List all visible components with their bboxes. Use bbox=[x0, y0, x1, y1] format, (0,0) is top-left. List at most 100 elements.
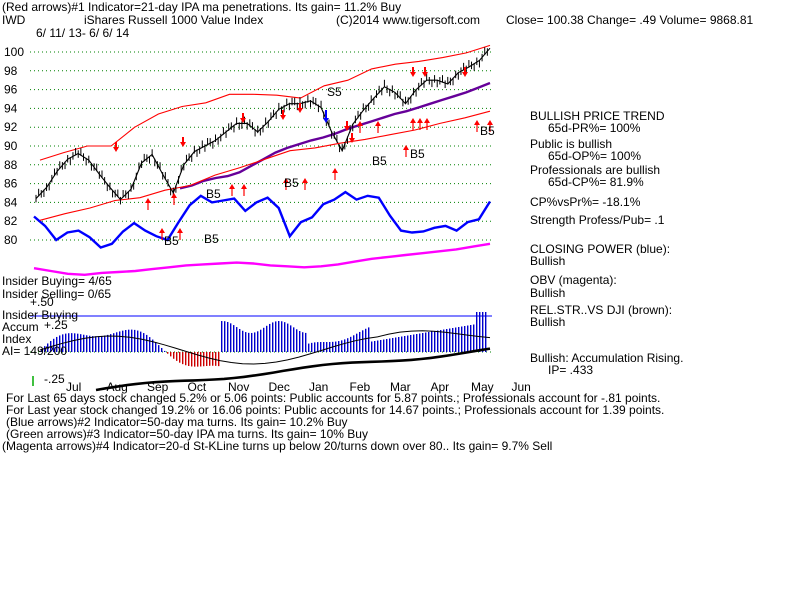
accum-bar bbox=[233, 325, 235, 352]
accum-bar bbox=[374, 341, 376, 352]
accum-title-3: Index bbox=[2, 332, 32, 346]
public-sub: 65d-OP%= 100% bbox=[548, 149, 642, 163]
signal-label: B5 bbox=[480, 124, 495, 138]
cp-vs-pr: CP%vsPr%= -18.1% bbox=[530, 195, 641, 209]
accum-bar bbox=[284, 322, 286, 352]
accum-bar bbox=[344, 339, 346, 352]
accum-bar bbox=[74, 333, 76, 352]
accum-bar bbox=[299, 330, 301, 352]
red-arrow-up-head bbox=[171, 193, 177, 198]
accum-bar bbox=[443, 329, 445, 352]
accum-bar bbox=[251, 332, 253, 352]
accum-bar bbox=[326, 342, 328, 352]
accum-bar bbox=[257, 331, 259, 352]
accum-bar bbox=[398, 337, 400, 352]
accum-title-2: Accum bbox=[2, 320, 39, 334]
accum-bar bbox=[128, 329, 130, 352]
series-line-upper-band bbox=[39, 44, 491, 161]
accum-bar bbox=[95, 336, 97, 352]
accum-bar bbox=[386, 339, 388, 352]
accum-bar bbox=[125, 330, 127, 352]
red-arrow-head bbox=[422, 72, 428, 77]
obv-title: OBV (magenta): bbox=[530, 273, 617, 287]
accum-bar bbox=[266, 325, 268, 352]
accum-bar bbox=[347, 338, 349, 352]
date-range: 6/ 11/ 13- 6/ 6/ 14 bbox=[36, 26, 130, 40]
accum-bar bbox=[290, 325, 292, 352]
price-tick-label: 100 bbox=[4, 45, 24, 59]
red-arrow-head bbox=[410, 72, 416, 77]
month-tick-label: Apr bbox=[431, 380, 450, 394]
accum-bar bbox=[152, 339, 154, 352]
accum-bar bbox=[437, 330, 439, 352]
accum-bar bbox=[305, 332, 307, 352]
accum-bar bbox=[161, 348, 163, 352]
price-tick-label: 88 bbox=[4, 158, 18, 172]
accum-bar bbox=[143, 333, 145, 352]
accum-bar bbox=[164, 350, 166, 352]
accum-bar bbox=[410, 335, 412, 352]
strength: Strength Profess/Pub= .1 bbox=[530, 213, 665, 227]
red-arrow-up-head bbox=[410, 118, 416, 123]
blue-arrow-head bbox=[323, 118, 329, 123]
red-arrow-up-head bbox=[159, 228, 165, 233]
price-tick-label: 80 bbox=[4, 233, 18, 247]
accum-ma-line bbox=[39, 330, 491, 365]
accum-ai-value: AI= 149/200 bbox=[2, 344, 68, 358]
accum-bar bbox=[371, 341, 373, 352]
accum-bar bbox=[458, 327, 460, 352]
price-tick-label: 98 bbox=[4, 64, 18, 78]
red-arrow-up-head bbox=[229, 184, 235, 189]
accum-bar bbox=[359, 331, 361, 352]
red-arrow-head bbox=[180, 142, 186, 147]
accum-bar bbox=[260, 329, 262, 352]
signal-arrows bbox=[113, 67, 493, 240]
signal-label: B5 bbox=[204, 232, 219, 246]
accum-bar bbox=[335, 341, 337, 352]
trend-sub: 65d-PR%= 100% bbox=[548, 121, 641, 135]
accum-bar bbox=[476, 312, 478, 352]
accum-bar bbox=[455, 327, 457, 352]
accum-bar bbox=[377, 340, 379, 352]
red-arrow-up-head bbox=[403, 145, 409, 150]
series-line-closing-power bbox=[33, 190, 492, 249]
red-arrow-up-head bbox=[424, 118, 430, 123]
price-tick-label: 82 bbox=[4, 214, 18, 228]
accum-bar bbox=[197, 352, 199, 367]
accum-bar bbox=[401, 336, 403, 352]
footer-line-4: (Green arrows)#3 Indicator=50-day IPA ma… bbox=[6, 427, 368, 441]
accum-bar bbox=[446, 329, 448, 352]
accum-plus-25: +.25 bbox=[44, 318, 68, 332]
accum-bar bbox=[110, 334, 112, 352]
month-tick-label: Dec bbox=[269, 380, 290, 394]
accum-bar bbox=[236, 327, 238, 352]
red-arrow-head bbox=[462, 72, 468, 77]
accum-bar bbox=[107, 334, 109, 352]
accum-bar bbox=[188, 352, 190, 367]
accum-bar bbox=[311, 342, 313, 352]
accum-bar bbox=[368, 327, 370, 352]
red-arrow-up-head bbox=[487, 120, 493, 125]
accum-bar bbox=[92, 336, 94, 352]
signal-label: B5 bbox=[284, 176, 299, 190]
accum-bar bbox=[194, 352, 196, 367]
accum-bar bbox=[134, 329, 136, 352]
month-tick-label: May bbox=[471, 380, 494, 394]
accum-bar bbox=[296, 329, 298, 352]
red-arrow-head bbox=[349, 138, 355, 143]
price-axis: 100 98 96 94 92 90 88 86 84 82 80 bbox=[4, 45, 24, 247]
accum-bar bbox=[365, 328, 367, 352]
closing-power-title: CLOSING POWER (blue): bbox=[530, 242, 671, 256]
accum-bar bbox=[281, 321, 283, 352]
red-arrow-up-head bbox=[302, 178, 308, 183]
accum-bar bbox=[77, 333, 79, 352]
accum-bar bbox=[116, 332, 118, 352]
accum-bar bbox=[407, 335, 409, 352]
accum-bar bbox=[449, 328, 451, 352]
accum-bar bbox=[434, 331, 436, 352]
accum-bar bbox=[272, 322, 274, 352]
accum-bar bbox=[137, 330, 139, 352]
signal-label: B5 bbox=[372, 154, 387, 168]
footer-line-5: (Magenta arrows)#4 Indicator=20-d St-KLi… bbox=[2, 439, 553, 453]
accum-bar bbox=[98, 336, 100, 352]
